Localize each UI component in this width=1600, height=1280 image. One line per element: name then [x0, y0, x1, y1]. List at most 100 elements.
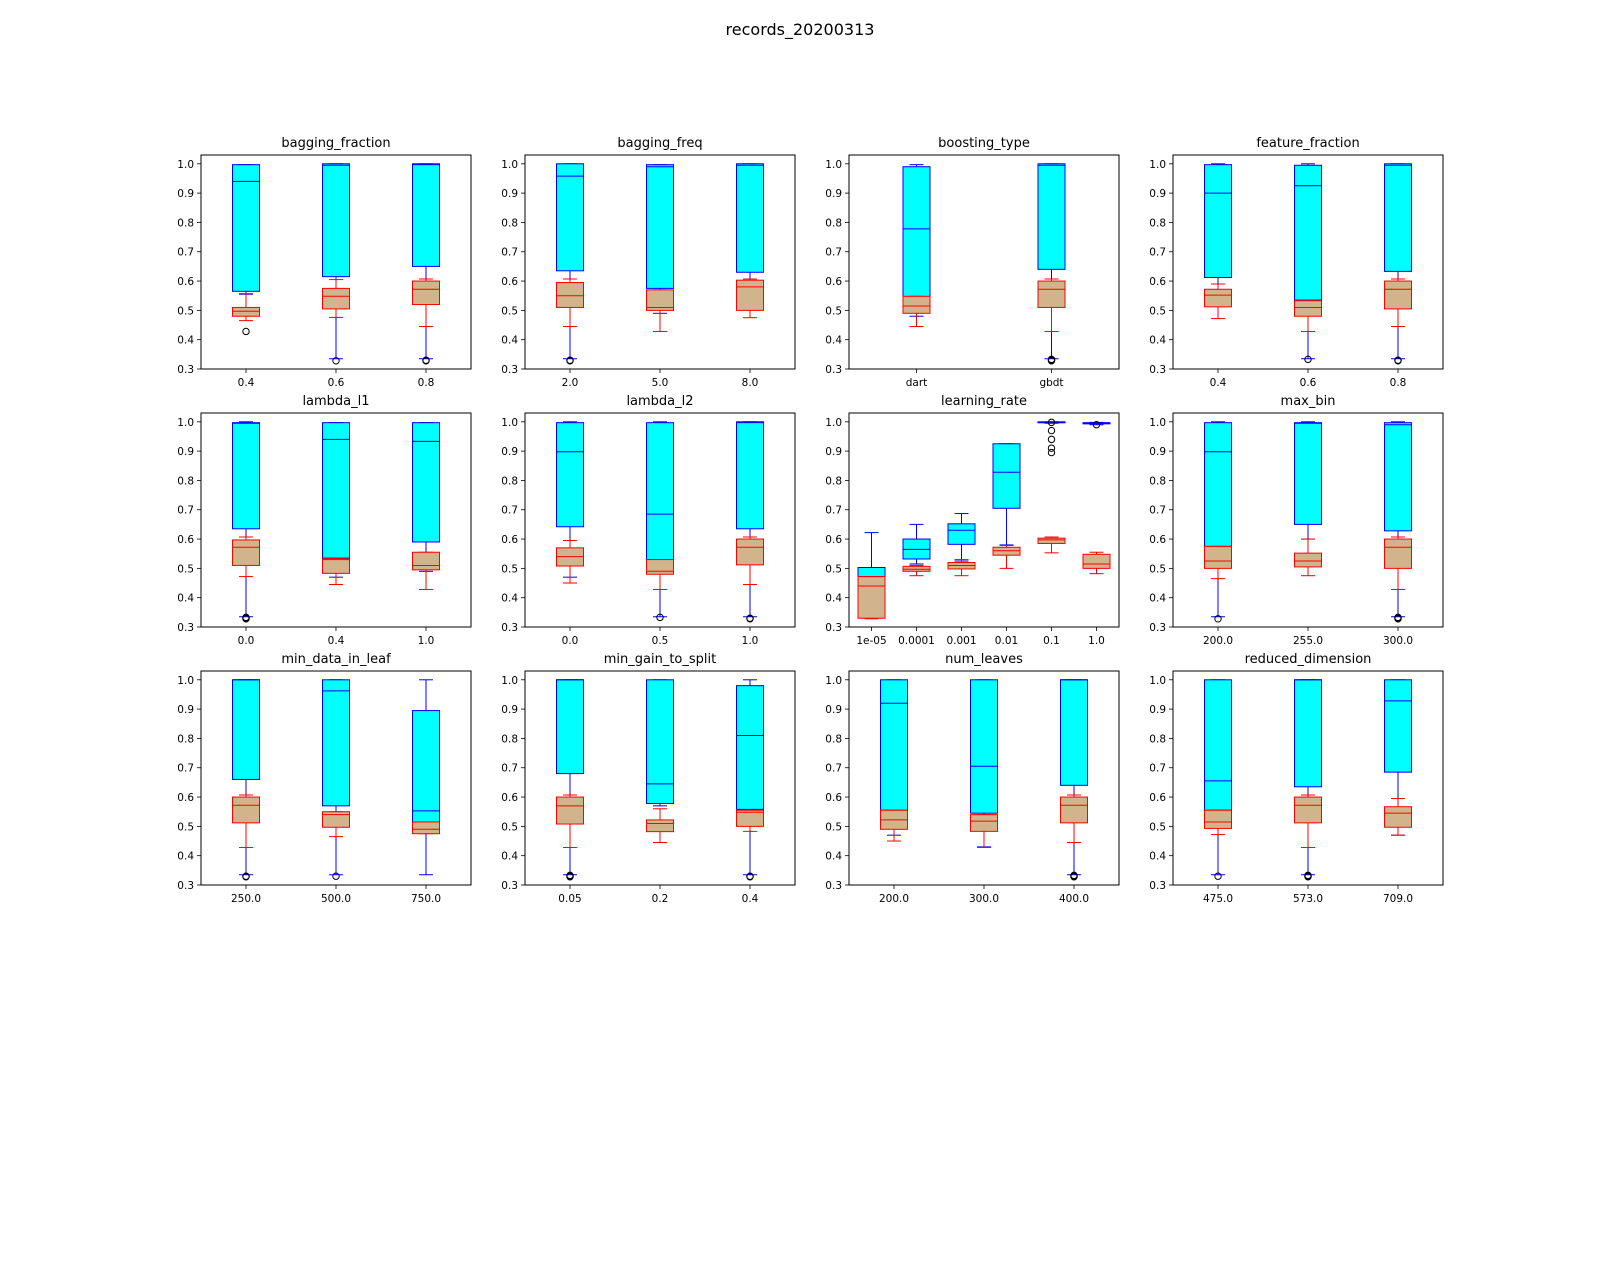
x-tick-label: 0.6 [328, 377, 345, 389]
subplot-title: bagging_freq [617, 136, 702, 151]
box-series-1 [1294, 421, 1322, 540]
box-body [880, 679, 908, 811]
box-series-2 [556, 794, 584, 848]
y-tick-label: 0.3 [1149, 880, 1166, 892]
y-tick-label: 0.6 [1149, 792, 1166, 804]
box-series-1 [736, 163, 764, 282]
subplot-min-data-in-leaf: min_data_in_leaf 0.3 0.4 0.5 0.6 0.7 0.8 0.9 1.0… [177, 652, 472, 905]
box-series-2 [1384, 798, 1412, 836]
box-series-1 [1384, 421, 1412, 623]
box-series-1 [902, 164, 931, 317]
box-body [556, 282, 584, 308]
y-tick-label: 0.3 [825, 880, 842, 892]
box-body [1294, 300, 1322, 317]
box-body [1384, 806, 1412, 828]
box-series-1 [646, 164, 674, 314]
box-series-2 [322, 811, 350, 838]
y-tick-label: 0.6 [177, 792, 194, 804]
box-series-1 [1060, 679, 1088, 881]
box-series-2 [646, 559, 674, 590]
box-body [736, 809, 764, 827]
box-series-1 [646, 421, 674, 622]
box-body [1384, 280, 1412, 310]
box-body [736, 538, 764, 566]
x-tick-label: 750.0 [411, 893, 441, 905]
subplot-title: lambda_l1 [302, 394, 369, 409]
box-series-1 [412, 679, 440, 876]
box-body [1204, 164, 1232, 279]
box-series-1 [902, 523, 931, 565]
y-tick-label: 1.0 [1149, 159, 1166, 171]
x-tick-label: 0.5 [652, 635, 669, 647]
subplot-title: reduced_dimension [1245, 652, 1372, 667]
box-body [1060, 679, 1088, 786]
box-series-2 [1204, 283, 1232, 320]
box-series-1 [232, 679, 260, 881]
box-series-2 [902, 564, 931, 577]
box-series-2 [1384, 536, 1412, 590]
outlier-point [242, 327, 250, 336]
y-tick-label: 0.7 [501, 763, 518, 775]
y-tick-label: 0.3 [501, 364, 518, 376]
box-series-2 [1294, 300, 1322, 332]
box-body [1060, 796, 1088, 824]
x-tick-label: 0.4 [238, 377, 255, 389]
box-body [412, 821, 440, 835]
subplot-title: bagging_fraction [281, 136, 390, 151]
box-body [646, 289, 674, 311]
box-body [1204, 679, 1232, 811]
box-body [322, 558, 350, 574]
x-tick-label: 255.0 [1293, 635, 1323, 647]
y-tick-label: 0.9 [1149, 704, 1166, 716]
x-tick-label: 250.0 [231, 893, 261, 905]
subplot-reduced-dimension: reduced_dimension 0.3 0.4 0.5 0.6 0.7 0.8 0.9 1.… [1149, 652, 1444, 905]
y-tick-label: 0.7 [177, 247, 194, 259]
y-tick-label: 0.4 [825, 851, 842, 863]
subplot-bagging-fraction: bagging_fraction 0.3 0.4 0.5 0.6 0.7 0.8 0.9 1.0… [177, 136, 472, 389]
box-body [1294, 422, 1322, 525]
subplot-title: feature_fraction [1256, 136, 1359, 151]
x-tick-label: 5.0 [652, 377, 669, 389]
box-series-2 [1082, 551, 1111, 575]
plot-frame [524, 670, 796, 886]
box-series-1 [556, 679, 584, 881]
subplot-bagging-freq: bagging_freq 0.3 0.4 0.5 0.6 0.7 0.8 0.9 1.0 2.0 5… [501, 136, 796, 389]
box-series-2 [1037, 536, 1066, 554]
box-body [322, 422, 350, 559]
subplot-title: learning_rate [941, 394, 1027, 409]
subplot-title: max_bin [1281, 394, 1336, 409]
y-tick-label: 0.9 [177, 704, 194, 716]
box-series-2 [1294, 538, 1322, 577]
box-series-2 [736, 809, 764, 832]
y-tick-label: 0.5 [501, 563, 518, 575]
outlier-point [1394, 615, 1402, 623]
outlier-point [566, 873, 574, 881]
box-series-2 [412, 278, 440, 327]
figure-title: records_20200313 [725, 20, 875, 39]
outlier-point [656, 613, 664, 622]
box-series-2 [232, 293, 260, 336]
box-body [322, 163, 350, 278]
subplot-boosting-type: boosting_type 0.3 0.4 0.5 0.6 0.7 0.8 0.9 1.0 dar… [825, 136, 1120, 389]
y-tick-label: 1.0 [177, 417, 194, 429]
outlier-point [1214, 872, 1222, 880]
box-series-2 [646, 808, 674, 843]
y-tick-label: 0.9 [501, 188, 518, 200]
box-series-2 [646, 289, 674, 332]
box-series-1 [1037, 418, 1066, 457]
box-body [412, 710, 440, 824]
outlier-point [422, 357, 430, 365]
y-tick-label: 0.5 [825, 305, 842, 317]
y-tick-label: 0.7 [177, 763, 194, 775]
box-body [1082, 553, 1111, 569]
box-body [1294, 679, 1322, 788]
subplot-title: num_leaves [945, 652, 1023, 667]
box-body [232, 796, 260, 824]
y-tick-label: 0.8 [825, 733, 842, 745]
box-series-1 [992, 443, 1021, 546]
y-tick-label: 0.4 [177, 851, 194, 863]
x-tick-label: 200.0 [1203, 635, 1233, 647]
plot-frame [524, 154, 796, 370]
y-tick-label: 1.0 [825, 159, 842, 171]
x-tick-label: 400.0 [1059, 893, 1089, 905]
